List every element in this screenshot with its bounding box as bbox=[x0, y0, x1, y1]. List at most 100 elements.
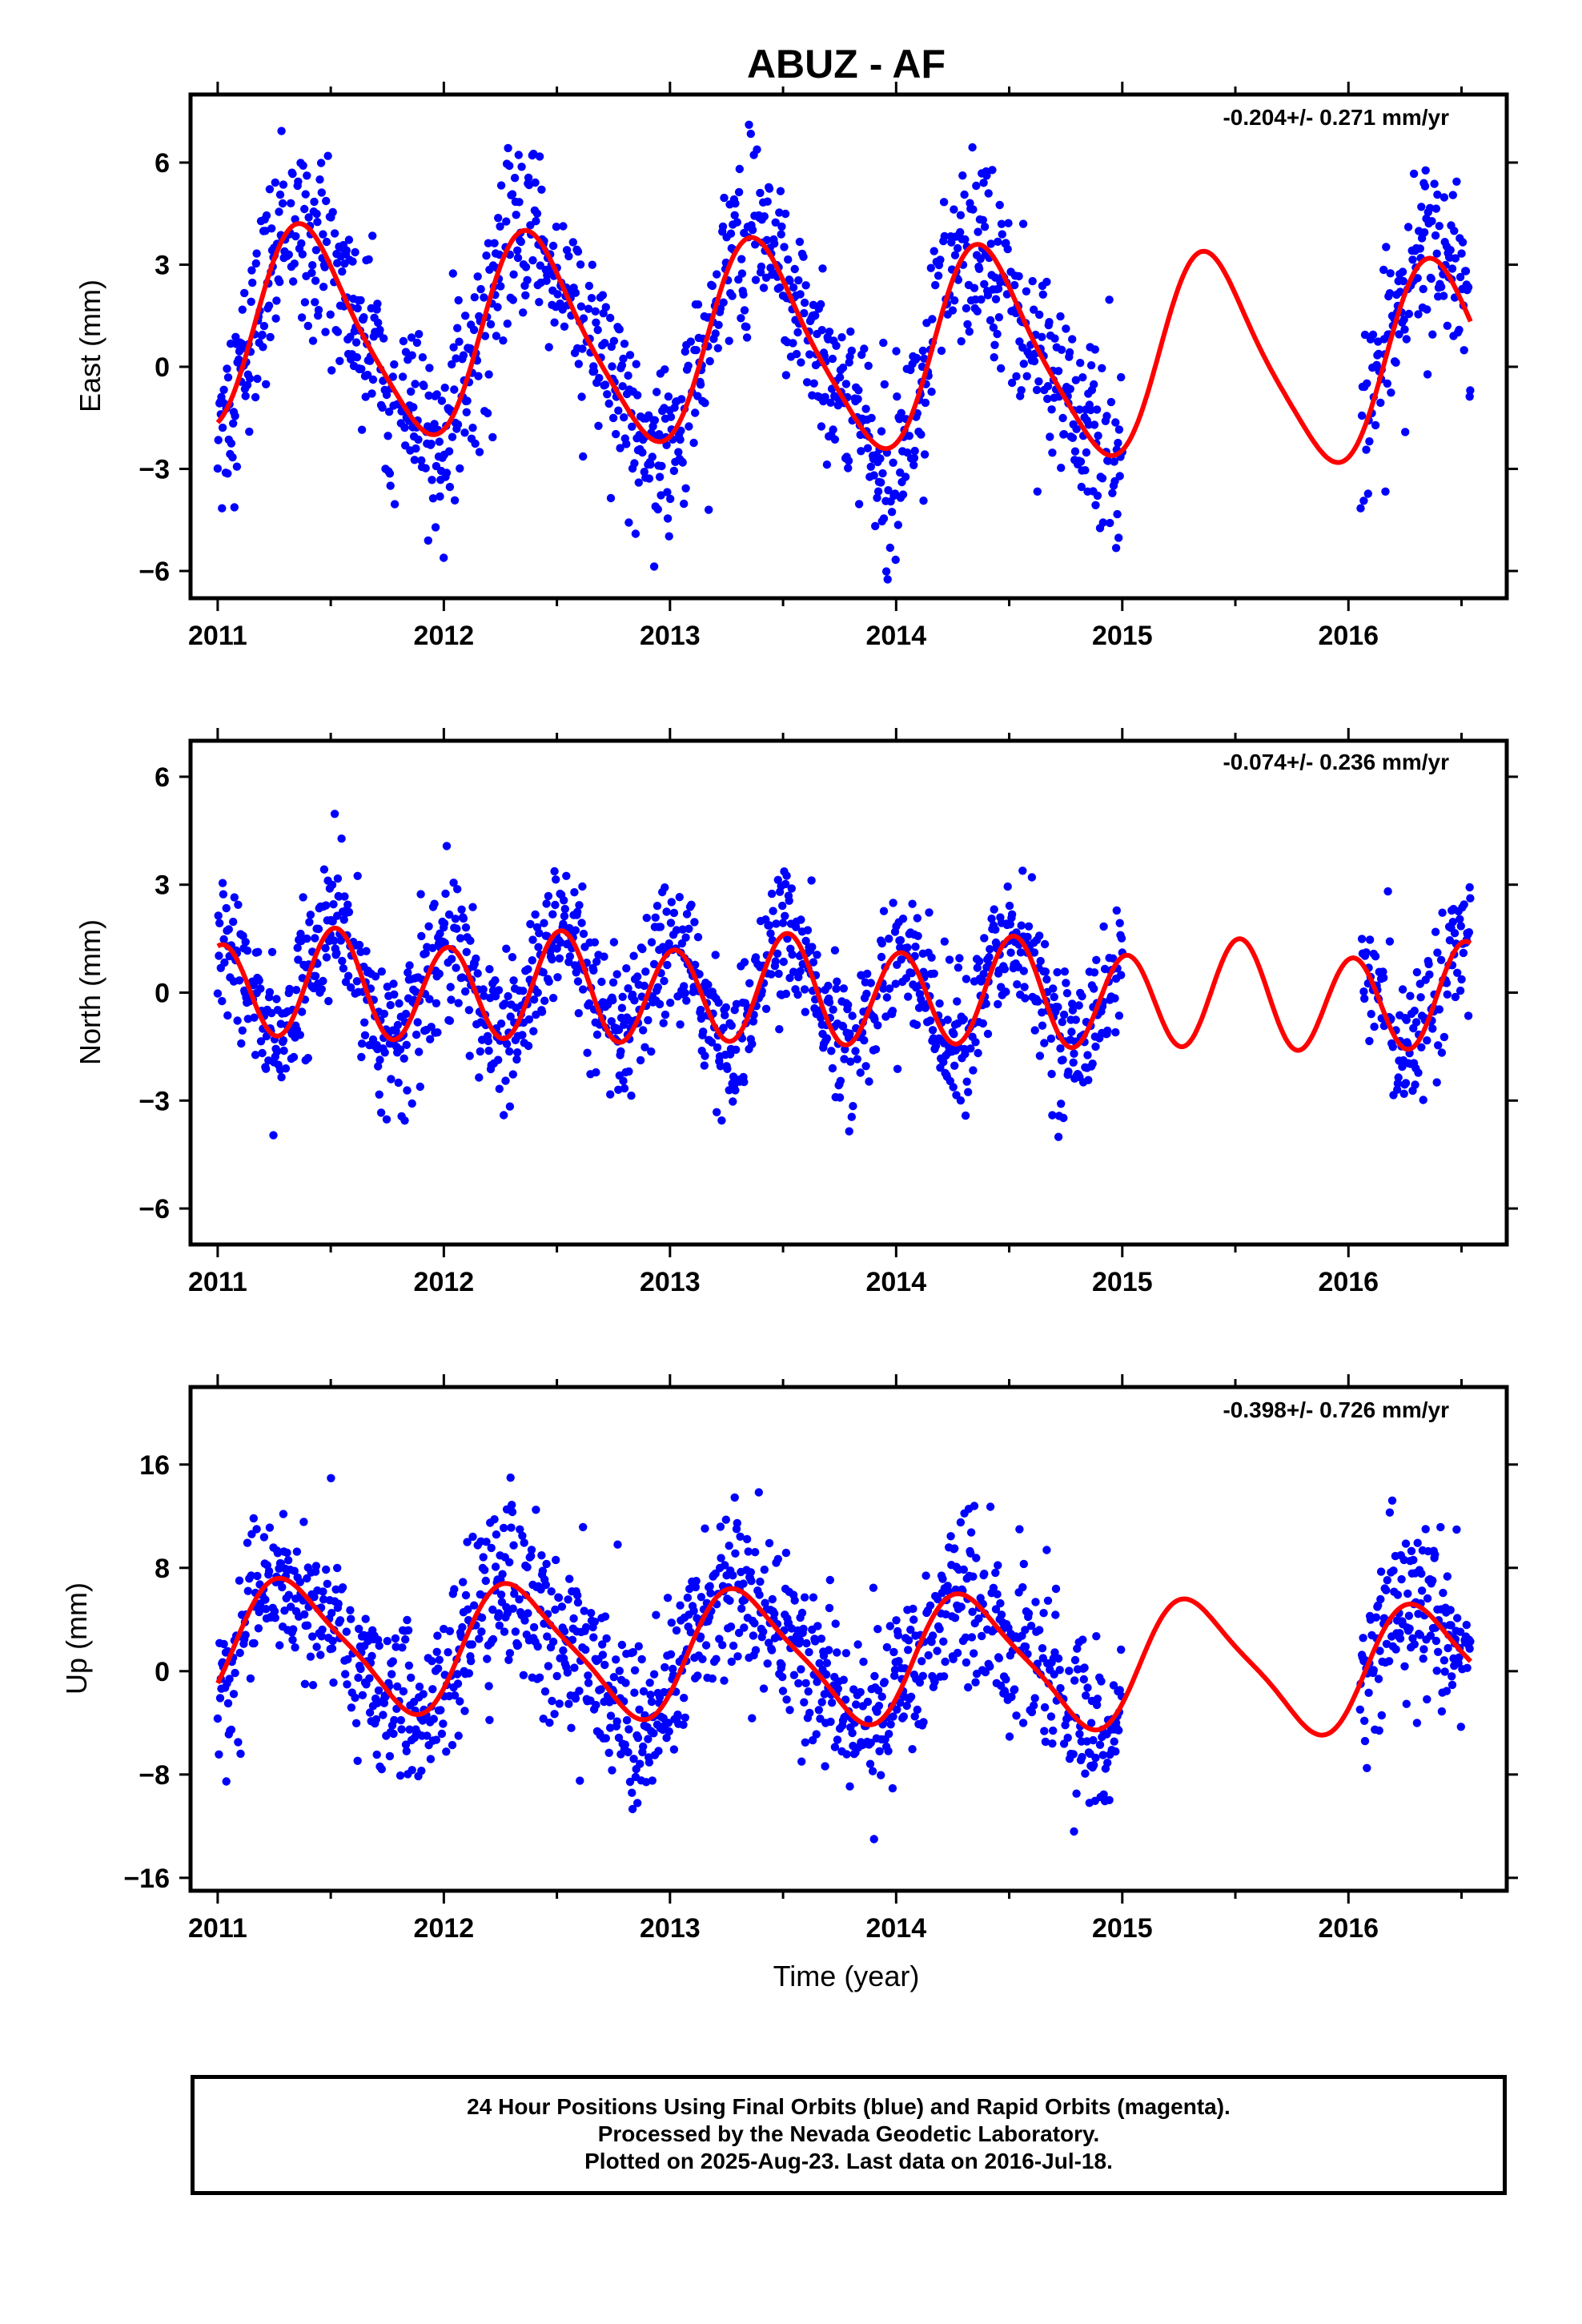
data-point bbox=[1078, 1752, 1086, 1762]
data-point bbox=[802, 378, 812, 387]
data-point bbox=[866, 979, 876, 987]
data-point bbox=[826, 1717, 835, 1727]
data-point bbox=[930, 247, 938, 255]
data-point bbox=[213, 989, 223, 998]
data-point bbox=[312, 209, 321, 219]
data-point bbox=[925, 908, 934, 917]
data-point bbox=[692, 1577, 701, 1586]
data-point bbox=[669, 466, 679, 476]
data-point bbox=[781, 879, 790, 889]
data-point bbox=[299, 161, 307, 170]
data-point bbox=[504, 991, 512, 1001]
data-point bbox=[292, 1547, 302, 1556]
data-point bbox=[822, 460, 832, 469]
data-point bbox=[796, 967, 805, 976]
data-point bbox=[785, 276, 794, 285]
data-point bbox=[368, 231, 377, 240]
data-point bbox=[439, 1719, 448, 1728]
data-point bbox=[1039, 1609, 1048, 1618]
data-point bbox=[451, 915, 460, 923]
data-point bbox=[612, 970, 621, 979]
data-point bbox=[1075, 1730, 1084, 1739]
data-point bbox=[1071, 1015, 1081, 1024]
data-point bbox=[534, 943, 543, 951]
data-point bbox=[1448, 918, 1458, 927]
data-point bbox=[460, 1707, 469, 1715]
data-point bbox=[1111, 1747, 1120, 1756]
data-point bbox=[468, 1532, 477, 1542]
data-point bbox=[520, 1616, 529, 1625]
data-point bbox=[1442, 1687, 1452, 1695]
data-point bbox=[1421, 166, 1430, 175]
data-point bbox=[456, 934, 465, 943]
data-point bbox=[886, 1720, 895, 1729]
data-point bbox=[532, 1506, 540, 1514]
data-point bbox=[265, 1523, 275, 1532]
data-point bbox=[421, 464, 430, 472]
data-point bbox=[1356, 504, 1365, 513]
data-point bbox=[1091, 501, 1100, 509]
data-point bbox=[841, 380, 851, 388]
data-point bbox=[252, 1525, 261, 1534]
data-point bbox=[598, 1651, 608, 1659]
data-point bbox=[967, 1633, 977, 1642]
data-point bbox=[1432, 1667, 1441, 1675]
data-point bbox=[875, 1747, 884, 1755]
data-point bbox=[513, 1641, 523, 1650]
data-point bbox=[1437, 1707, 1447, 1716]
data-point bbox=[1395, 330, 1403, 339]
data-point bbox=[446, 983, 455, 991]
data-point bbox=[955, 954, 964, 963]
data-point bbox=[272, 1047, 282, 1056]
data-point bbox=[628, 422, 636, 431]
data-point bbox=[548, 1696, 556, 1706]
data-point bbox=[1417, 1586, 1427, 1595]
data-point bbox=[696, 380, 705, 389]
data-point bbox=[343, 900, 352, 909]
data-point bbox=[243, 1538, 252, 1547]
data-point bbox=[483, 1655, 492, 1663]
data-point bbox=[987, 915, 996, 923]
data-point bbox=[1024, 922, 1034, 931]
data-point bbox=[1020, 983, 1029, 991]
data-point bbox=[401, 1009, 411, 1019]
data-point bbox=[536, 261, 544, 270]
data-point bbox=[673, 1710, 682, 1719]
data-point bbox=[926, 1601, 935, 1610]
data-point bbox=[227, 439, 236, 448]
data-point bbox=[576, 260, 585, 269]
data-point bbox=[877, 427, 886, 436]
data-point bbox=[498, 1570, 507, 1578]
data-point bbox=[656, 491, 665, 500]
data-point bbox=[1022, 372, 1031, 380]
data-point bbox=[567, 1723, 576, 1732]
data-point bbox=[336, 936, 345, 945]
data-point bbox=[1086, 405, 1095, 415]
data-point bbox=[882, 993, 892, 1002]
data-point bbox=[435, 437, 444, 446]
data-point bbox=[1084, 1076, 1093, 1084]
data-point bbox=[390, 360, 399, 369]
data-point bbox=[962, 304, 971, 313]
data-point bbox=[1414, 1068, 1423, 1077]
data-point bbox=[564, 251, 573, 261]
data-point bbox=[231, 1668, 239, 1678]
data-point bbox=[877, 478, 885, 487]
data-point bbox=[1115, 472, 1124, 480]
data-point bbox=[555, 954, 564, 963]
data-point bbox=[238, 1026, 247, 1035]
data-point bbox=[245, 374, 255, 383]
data-point bbox=[1383, 1576, 1392, 1585]
data-point bbox=[730, 1493, 739, 1502]
data-point bbox=[358, 1691, 367, 1699]
data-point bbox=[311, 276, 320, 285]
data-point bbox=[949, 1083, 958, 1092]
data-point bbox=[1446, 246, 1455, 255]
data-point bbox=[1059, 1113, 1068, 1123]
data-point bbox=[235, 355, 243, 364]
data-point bbox=[444, 447, 454, 456]
data-point bbox=[885, 1622, 895, 1630]
data-point bbox=[1045, 318, 1054, 327]
data-point bbox=[264, 1566, 274, 1576]
y-tick-label: −3 bbox=[139, 1086, 170, 1116]
